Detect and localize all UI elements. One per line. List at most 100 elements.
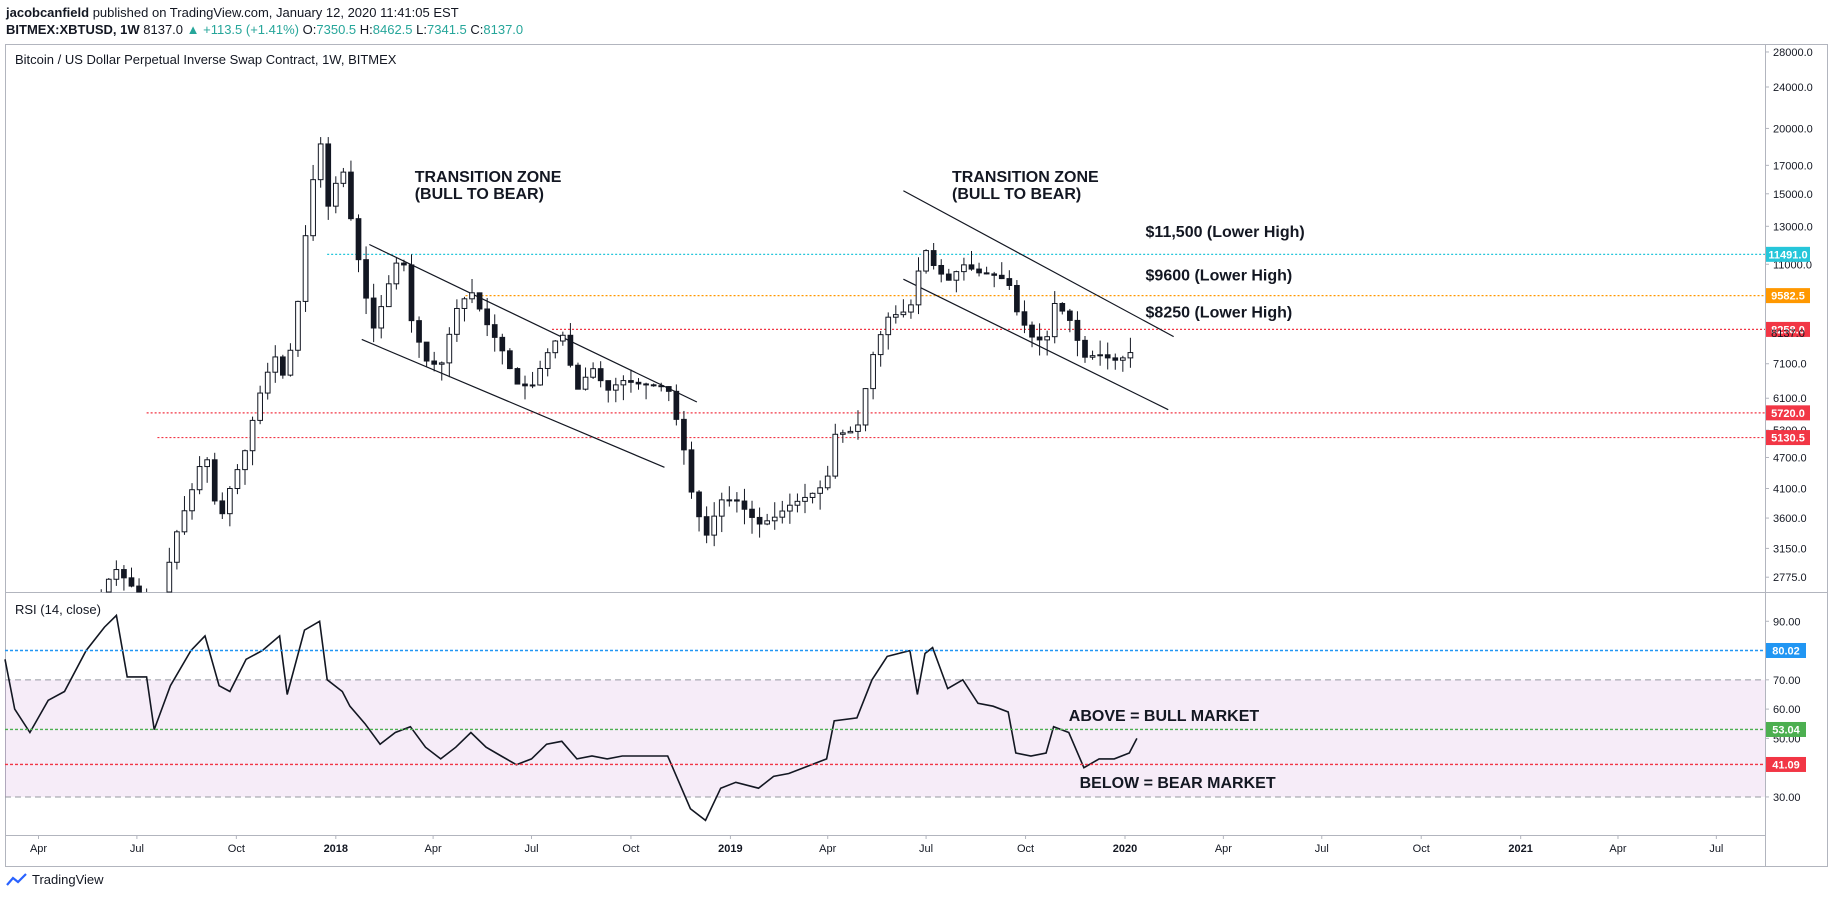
weekly-candle: [476, 292, 483, 312]
candle-body: [991, 273, 998, 276]
price-axis-label: 2775.0: [1773, 572, 1807, 584]
time-axis-label: 2019: [718, 843, 742, 855]
high-value: 8462.5: [372, 22, 413, 37]
current-price-label: 8137.0: [1771, 328, 1805, 340]
high-label: H:: [359, 22, 373, 37]
time-axis-label: Jul: [919, 843, 933, 855]
weekly-candle: [211, 452, 218, 505]
weekly-candle: [469, 278, 475, 304]
weekly-candle: [756, 507, 763, 538]
weekly-candle: [991, 271, 998, 288]
candle-body: [325, 143, 332, 207]
candle-body: [734, 499, 740, 502]
annotation-line: ABOVE = BULL MARKET: [1069, 708, 1260, 725]
rsi-axis-label: 60.00: [1773, 704, 1801, 716]
annotation-line: $8250 (Lower High): [1146, 305, 1293, 322]
candle-body: [968, 264, 975, 270]
candle-body: [544, 352, 551, 369]
candle-body: [749, 508, 755, 518]
low-label: L:: [416, 22, 427, 37]
time-axis-label: Oct: [1413, 843, 1430, 855]
weekly-candle: [809, 492, 816, 504]
candle-body: [582, 376, 589, 390]
price-level-badge: [1766, 321, 1810, 337]
weekly-candle: [938, 259, 945, 283]
weekly-candle: [605, 380, 612, 403]
candle-body: [196, 466, 203, 491]
candle-body: [855, 424, 861, 432]
candle-body: [1036, 336, 1043, 341]
candle-body: [438, 362, 445, 365]
candle-body: [597, 368, 604, 382]
weekly-candle: [673, 384, 680, 426]
rsi-level-badge-label: 53.04: [1772, 724, 1800, 736]
price-axis-label: 24000.0: [1773, 82, 1813, 94]
candle-body: [393, 262, 400, 285]
time-axis-label: Oct: [1017, 843, 1034, 855]
weekly-candle: [832, 423, 839, 479]
weekly-candle: [227, 486, 233, 527]
author-name[interactable]: jacobcanfield: [6, 5, 90, 20]
weekly-candle: [749, 500, 755, 534]
weekly-candle: [1006, 270, 1013, 290]
candle-body: [310, 179, 316, 237]
candle-body: [612, 384, 619, 391]
price-level-badge-label: 5720.0: [1771, 408, 1805, 420]
weekly-candle: [900, 299, 907, 318]
weekly-candle: [332, 176, 339, 214]
candle-body: [227, 488, 233, 515]
candle-body: [650, 384, 657, 387]
weekly-candle: [930, 243, 937, 270]
weekly-candle: [718, 492, 725, 533]
weekly-candle: [491, 314, 498, 352]
weekly-candle: [378, 295, 385, 339]
candle-body: [514, 368, 521, 385]
annotation-line: $11,500 (Lower High): [1146, 224, 1305, 241]
time-axis-label: Apr: [425, 843, 442, 855]
rsi-band: [5, 679, 1765, 797]
close-value: 8137.0: [483, 22, 524, 37]
candle-body: [938, 264, 945, 275]
candle-body: [764, 520, 771, 525]
weekly-candle: [302, 225, 309, 312]
candle-body: [824, 475, 831, 489]
price-level-badge-label: 5130.5: [1771, 433, 1805, 445]
candle-body: [287, 349, 294, 376]
candle-body: [1104, 354, 1111, 359]
candle-body: [136, 585, 142, 593]
candle-body: [423, 341, 430, 362]
candle-body: [817, 487, 823, 494]
rsi-level-badge-label: 41.09: [1772, 759, 1800, 771]
candle-body: [1112, 357, 1119, 361]
price-axis-label: 17000.0: [1773, 160, 1813, 172]
candle-body: [559, 334, 566, 342]
weekly-candle: [665, 386, 672, 402]
candle-body: [257, 392, 263, 421]
weekly-candle: [923, 249, 929, 274]
candle-body: [590, 368, 596, 378]
candle-body: [242, 450, 248, 471]
candle-body: [923, 250, 929, 272]
candle-body: [961, 264, 967, 273]
price-axis-label: 3600.0: [1773, 513, 1807, 525]
candle-body: [976, 268, 982, 274]
weekly-candle: [658, 382, 665, 392]
footer-brand[interactable]: TradingView: [6, 872, 104, 887]
weekly-candle: [1127, 337, 1134, 368]
candle-body: [128, 577, 135, 587]
candle-body: [779, 510, 786, 518]
candle-body: [431, 360, 438, 365]
weekly-candle: [764, 513, 771, 526]
rsi-level-badge: [1766, 721, 1806, 737]
ohlc-line: BITMEX:XBTUSD, 1W 8137.0 ▲ +113.5 (+1.41…: [6, 21, 523, 38]
candle-body: [915, 270, 922, 306]
candle-body: [756, 516, 763, 525]
weekly-candle: [787, 493, 793, 524]
candle-body: [1119, 357, 1126, 361]
weekly-candle: [681, 410, 687, 465]
candle-body: [802, 496, 808, 502]
trend-channel-line: [369, 243, 698, 403]
weekly-candle: [461, 296, 468, 322]
price-level-badge-label: 8258.0: [1771, 324, 1805, 336]
